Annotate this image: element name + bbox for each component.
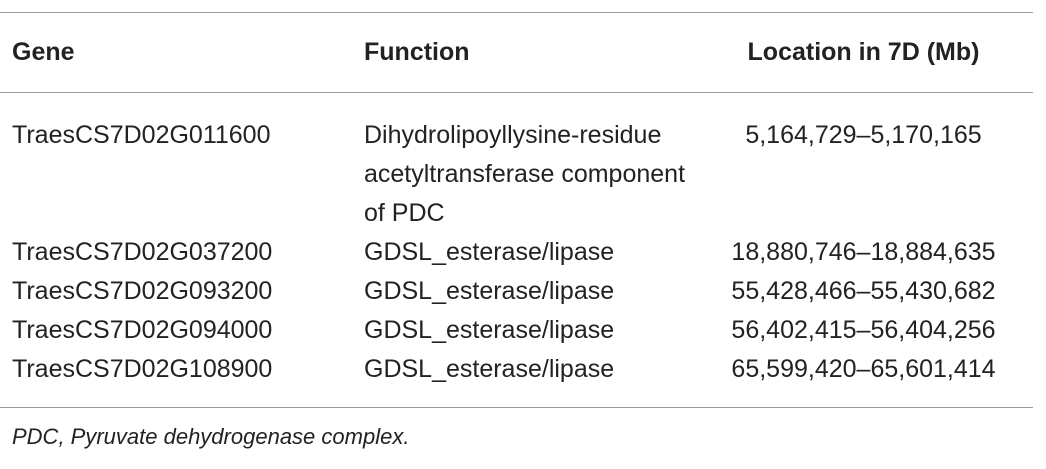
cell: TraesCS7D02G037200 [12,238,273,266]
cell: 18,880,746–18,884,635 [731,238,996,266]
header-cell: Gene [0,12,352,93]
cell: 55,428,466–55,430,682 [731,277,996,305]
cell: TraesCS7D02G094000 [12,316,273,344]
cell: 56,402,415–56,404,256 [731,316,996,344]
cell: Dihydrolipoyllysine-residue acetyltransf… [364,121,686,227]
cell: TraesCS7D02G108900 [12,355,273,383]
header-row: Gene Function Location in 7D (Mb) [0,12,1033,93]
cell: GDSL_esterase/lipase [364,316,615,344]
cell: GDSL_esterase/lipase [364,238,615,266]
row: TraesCS7D02G037200 GDSL_esterase/lipase 18… [0,233,1033,272]
cell: TraesCS7D02G093200 [12,277,273,305]
header-cell: Location in 7D (Mb) [694,12,1033,93]
cell: TraesCS7D02G011600 [12,121,271,149]
header-cell: Function [352,12,694,93]
cell: 5,164,729–5,170,165 [745,121,982,149]
cell: 65,599,420–65,601,414 [731,355,996,383]
row: TraesCS7D02G011600 Dihydrolipoyllysine-re… [0,93,1033,234]
row: TraesCS7D02G094000 GDSL_esterase/lipase 56… [0,311,1033,350]
row: TraesCS7D02G093200 GDSL_esterase/lipase 55… [0,272,1033,311]
cell: GDSL_esterase/lipase [364,355,615,383]
row: TraesCS7D02G108900 GDSL_esterase/lipase 65… [0,350,1033,408]
gene-table: Gene Function Location in 7D (Mb) TraesC… [0,12,1033,408]
cell: GDSL_esterase/lipase [364,277,615,305]
footnote: PDC, Pyruvate dehydrogenase complex. [12,424,410,449]
